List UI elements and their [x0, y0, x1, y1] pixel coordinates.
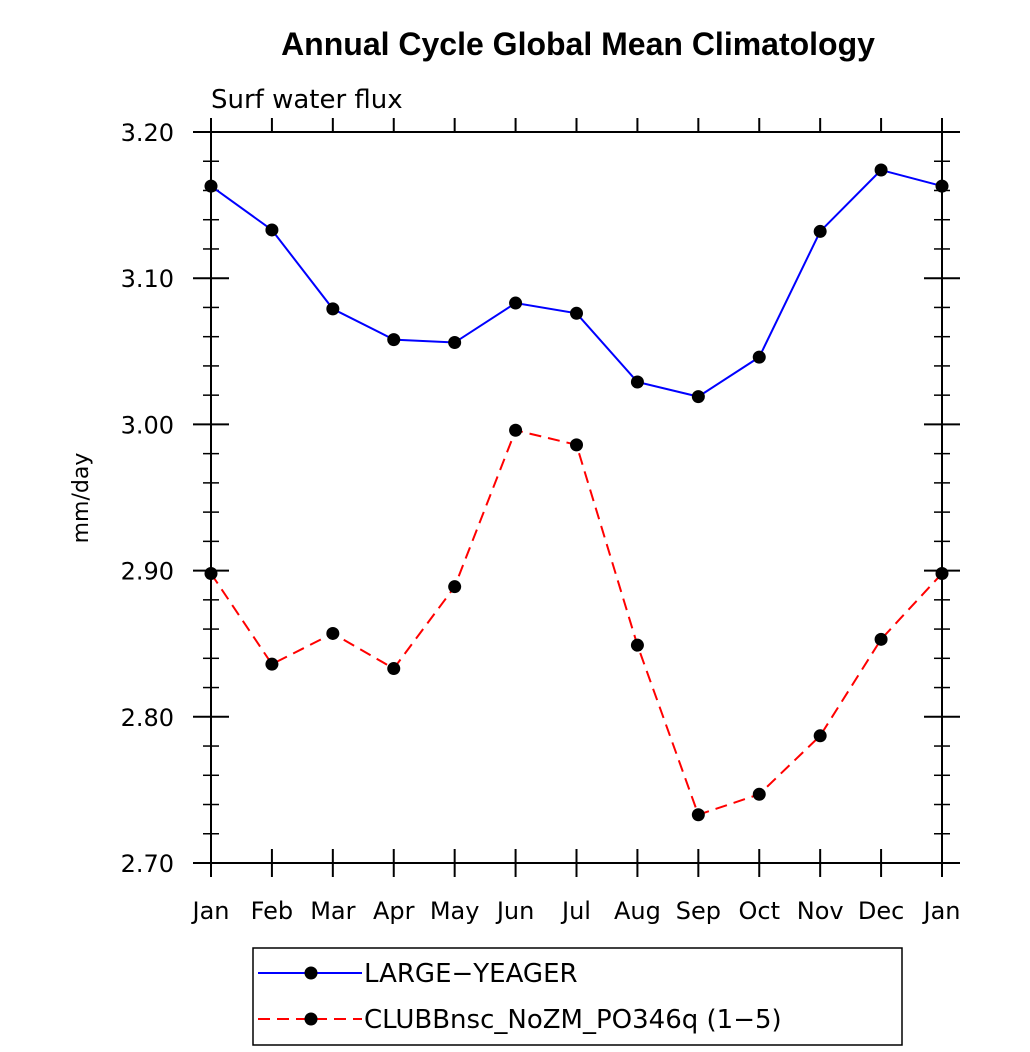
- series-layer: [204, 163, 949, 822]
- chart-subtitle: Surf water flux: [211, 85, 403, 115]
- y-tick-label: 3.10: [121, 265, 174, 293]
- legend-items: LARGE−YEAGER CLUBBnsc_NoZM_PO346q (1−5): [258, 959, 782, 1035]
- data-point: [630, 638, 644, 652]
- data-point: [813, 224, 827, 238]
- x-tick-label: Aug: [614, 897, 661, 925]
- data-point: [935, 567, 949, 581]
- x-tick-label: Oct: [739, 897, 781, 925]
- data-point: [570, 438, 583, 452]
- y-axis-label: mm/day: [69, 453, 94, 544]
- x-tick-label: Dec: [858, 897, 904, 925]
- data-point: [935, 179, 949, 193]
- legend: [252, 947, 903, 1046]
- data-point: [874, 632, 888, 646]
- data-point: [204, 179, 218, 193]
- plot-frame: [210, 131, 943, 864]
- data-point: [752, 350, 766, 364]
- x-tick-label: May: [430, 897, 480, 925]
- y-tick-label: 3.00: [121, 411, 174, 439]
- data-point: [813, 729, 827, 743]
- data-point: [752, 787, 766, 801]
- y-tick-label: 2.90: [121, 558, 174, 586]
- series-line-2: [210, 429, 943, 817]
- data-point: [387, 662, 401, 676]
- data-point: [265, 657, 279, 671]
- x-tick-label: Sep: [676, 897, 721, 925]
- x-tick-label: Apr: [373, 897, 415, 925]
- chart-title: Annual Cycle Global Mean Climatology: [281, 26, 875, 62]
- data-point: [204, 567, 218, 581]
- data-point: [691, 390, 705, 404]
- legend-marker: [304, 966, 318, 980]
- x-tick-label: Nov: [797, 897, 844, 925]
- legend-label: LARGE−YEAGER: [364, 959, 578, 989]
- y-tick-label: 2.80: [121, 704, 174, 732]
- axis-ticks: [193, 118, 960, 877]
- series-line-1: [210, 168, 943, 398]
- data-point: [265, 223, 279, 237]
- data-point: [509, 296, 523, 310]
- data-point: [570, 306, 583, 320]
- y-tick-label: 2.70: [121, 850, 174, 878]
- x-tick-label: Mar: [310, 897, 355, 925]
- x-tick-label: Jul: [560, 897, 591, 925]
- data-point: [387, 333, 401, 347]
- x-tick-label: Jan: [922, 897, 961, 925]
- data-point: [448, 580, 462, 594]
- data-point: [448, 336, 462, 350]
- data-point: [326, 302, 340, 316]
- x-tick-labels: Jan Feb Mar Apr May Jun Jul Aug Sep Oct Nov Dec Jan: [191, 897, 961, 925]
- y-tick-labels: 3.20 3.10 3.00 2.90 2.80 2.70: [121, 119, 174, 878]
- data-point: [691, 808, 705, 822]
- y-tick-label: 3.20: [121, 119, 174, 147]
- data-point: [509, 423, 523, 437]
- x-tick-label: Jun: [495, 897, 535, 925]
- data-point: [874, 163, 888, 177]
- data-point: [326, 626, 340, 640]
- x-tick-label: Jan: [191, 897, 230, 925]
- data-point: [630, 375, 644, 389]
- x-tick-label: Feb: [251, 897, 294, 925]
- legend-marker: [304, 1012, 318, 1026]
- legend-label: CLUBBnsc_NoZM_PO346q (1−5): [364, 1005, 782, 1035]
